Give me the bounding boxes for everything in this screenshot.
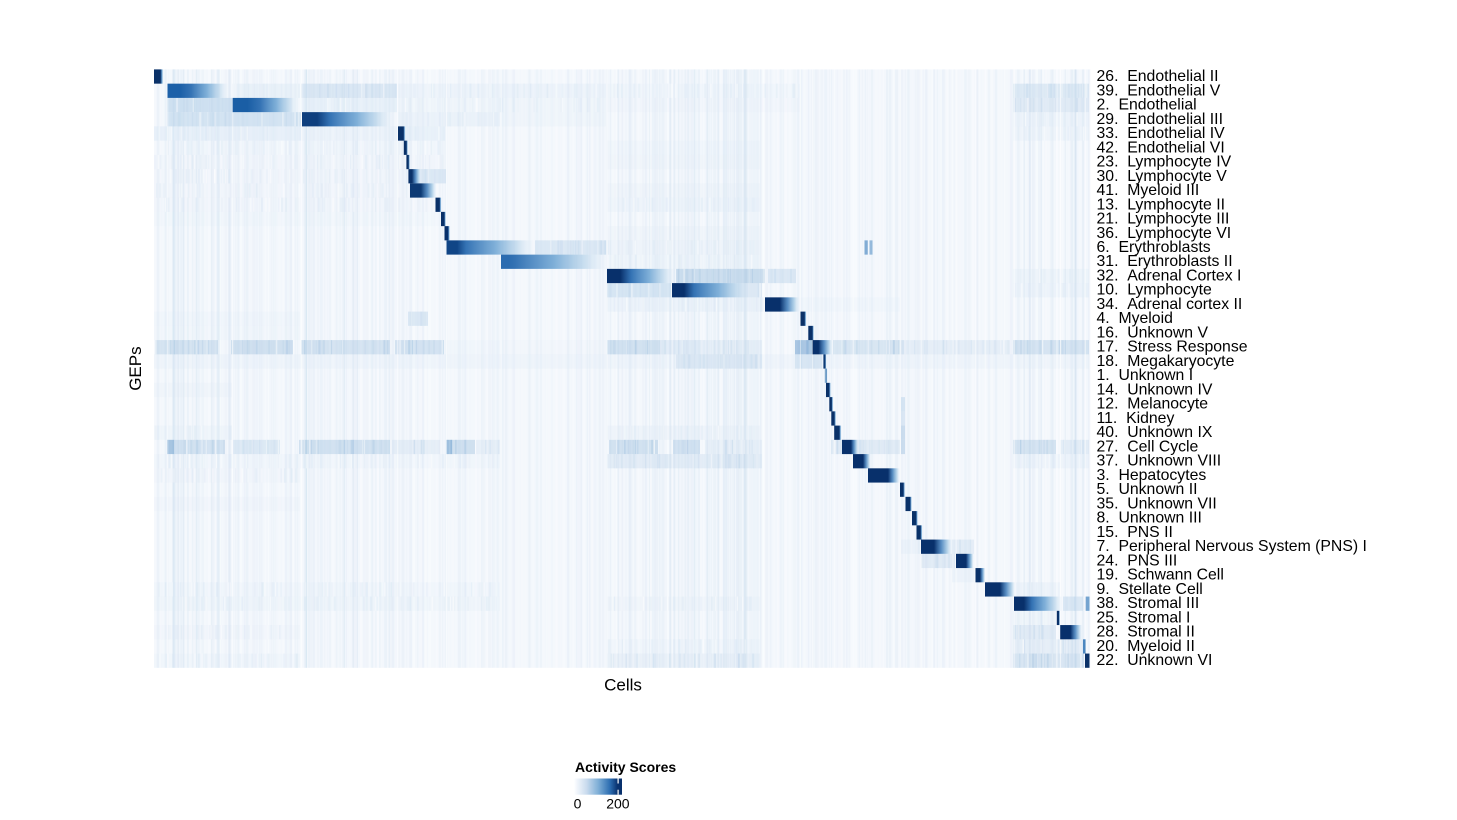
svg-text:8. Unknown III: 8. Unknown III bbox=[1097, 510, 1202, 527]
svg-text:24. PNS III: 24. PNS III bbox=[1097, 552, 1178, 569]
svg-text:31. Erythroblasts II: 31. Erythroblasts II bbox=[1097, 253, 1233, 270]
svg-text:GEPs: GEPs bbox=[126, 346, 145, 390]
svg-text:7. Peripheral Nervous System: 7. Peripheral Nervous System (PNS) I bbox=[1097, 538, 1367, 555]
svg-text:40. Unknown IX: 40. Unknown IX bbox=[1097, 424, 1213, 441]
svg-text:17. Stress Response: 17. Stress Response bbox=[1097, 339, 1248, 356]
svg-text:34. Adrenal cortex II: 34. Adrenal cortex II bbox=[1097, 296, 1243, 313]
svg-text:29. Endothelial III: 29. Endothelial III bbox=[1097, 111, 1223, 128]
svg-text:26. Endothelial II: 26. Endothelial II bbox=[1097, 68, 1219, 85]
svg-text:37. Unknown VIII: 37. Unknown VIII bbox=[1097, 453, 1222, 470]
svg-text:38. Stromal III: 38. Stromal III bbox=[1097, 595, 1200, 612]
svg-text:13. Lymphocyte II: 13. Lymphocyte II bbox=[1097, 196, 1226, 213]
svg-text:9. Stellate Cell: 9. Stellate Cell bbox=[1097, 581, 1203, 598]
svg-text:10. Lymphocyte: 10. Lymphocyte bbox=[1097, 282, 1213, 299]
svg-text:25. Stromal I: 25. Stromal I bbox=[1097, 609, 1191, 626]
svg-text:200: 200 bbox=[606, 796, 630, 812]
svg-text:3. Hepatocytes: 3. Hepatocytes bbox=[1097, 467, 1207, 484]
svg-text:5. Unknown II: 5. Unknown II bbox=[1097, 481, 1198, 498]
svg-text:4. Myeloid: 4. Myeloid bbox=[1097, 310, 1173, 327]
svg-text:19. Schwann Cell: 19. Schwann Cell bbox=[1097, 567, 1224, 584]
svg-text:22. Unknown VI: 22. Unknown VI bbox=[1097, 652, 1213, 669]
svg-text:30. Lymphocyte V: 30. Lymphocyte V bbox=[1097, 168, 1228, 185]
svg-text:14. Unknown IV: 14. Unknown IV bbox=[1097, 381, 1213, 398]
svg-text:41. Myeloid III: 41. Myeloid III bbox=[1097, 182, 1200, 199]
svg-text:18. Megakaryocyte: 18. Megakaryocyte bbox=[1097, 353, 1235, 370]
svg-text:39. Endothelial V: 39. Endothelial V bbox=[1097, 82, 1221, 99]
svg-text:Cells: Cells bbox=[604, 676, 642, 695]
svg-text:11. Kidney: 11. Kidney bbox=[1097, 410, 1175, 427]
svg-text:20. Myeloid II: 20. Myeloid II bbox=[1097, 638, 1195, 655]
svg-text:32. Adrenal Cortex I: 32. Adrenal Cortex I bbox=[1097, 267, 1242, 284]
svg-text:0: 0 bbox=[574, 796, 582, 812]
svg-text:28. Stromal II: 28. Stromal II bbox=[1097, 624, 1195, 641]
svg-text:27. Cell Cycle: 27. Cell Cycle bbox=[1097, 438, 1199, 455]
svg-text:36. Lymphocyte VI: 36. Lymphocyte VI bbox=[1097, 225, 1232, 242]
svg-text:42. Endothelial VI: 42. Endothelial VI bbox=[1097, 139, 1225, 156]
svg-text:1. Unknown I: 1. Unknown I bbox=[1097, 367, 1194, 384]
svg-text:Activity Scores: Activity Scores bbox=[575, 759, 676, 775]
svg-text:2. Endothelial: 2. Endothelial bbox=[1097, 97, 1197, 114]
svg-text:16. Unknown V: 16. Unknown V bbox=[1097, 324, 1209, 341]
svg-text:23. Lymphocyte IV: 23. Lymphocyte IV bbox=[1097, 154, 1232, 171]
svg-text:12. Melanocyte: 12. Melanocyte bbox=[1097, 396, 1209, 413]
svg-text:21. Lymphocyte III: 21. Lymphocyte III bbox=[1097, 211, 1230, 228]
svg-text:33. Endothelial IV: 33. Endothelial IV bbox=[1097, 125, 1226, 142]
svg-text:15. PNS II: 15. PNS II bbox=[1097, 524, 1173, 541]
svg-text:6. Erythroblasts: 6. Erythroblasts bbox=[1097, 239, 1211, 256]
svg-text:35. Unknown VII: 35. Unknown VII bbox=[1097, 495, 1217, 512]
